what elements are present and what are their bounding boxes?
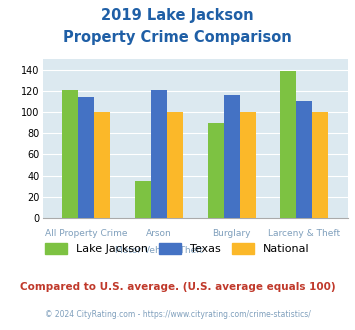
Text: All Property Crime: All Property Crime: [45, 229, 127, 238]
Bar: [135, 181, 151, 218]
Bar: [280, 71, 296, 218]
Text: Larceny & Theft: Larceny & Theft: [268, 229, 340, 238]
Bar: [151, 90, 167, 218]
Text: Arson: Arson: [146, 229, 172, 238]
Bar: [78, 97, 94, 218]
Bar: [296, 101, 312, 218]
Bar: [312, 112, 328, 218]
Bar: [167, 112, 183, 218]
Text: Motor Vehicle Theft: Motor Vehicle Theft: [115, 246, 203, 255]
Bar: [240, 112, 256, 218]
Text: © 2024 CityRating.com - https://www.cityrating.com/crime-statistics/: © 2024 CityRating.com - https://www.city…: [45, 310, 310, 319]
Text: 2019 Lake Jackson: 2019 Lake Jackson: [101, 8, 254, 23]
Legend: Lake Jackson, Texas, National: Lake Jackson, Texas, National: [40, 238, 315, 258]
Bar: [224, 95, 240, 218]
Text: Burglary: Burglary: [212, 229, 251, 238]
Bar: [94, 112, 110, 218]
Bar: [208, 123, 224, 218]
Text: Property Crime Comparison: Property Crime Comparison: [63, 30, 292, 45]
Bar: [62, 90, 78, 218]
Text: Compared to U.S. average. (U.S. average equals 100): Compared to U.S. average. (U.S. average …: [20, 282, 335, 292]
